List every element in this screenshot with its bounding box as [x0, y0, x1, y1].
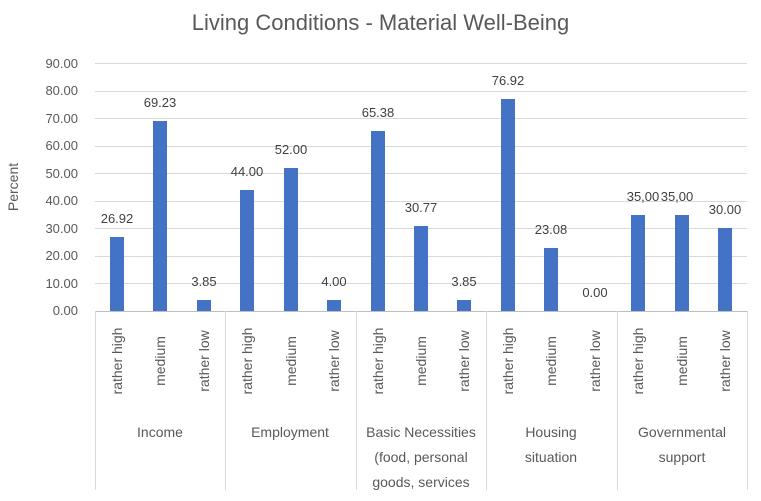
category-separator — [356, 311, 357, 490]
subcategory-label: rather high — [370, 327, 386, 395]
bar-employment-rather-low — [327, 300, 341, 311]
bar-housing-medium — [544, 248, 558, 311]
category-label: Housing situation — [524, 424, 578, 465]
y-tick-label: 70.00 — [45, 110, 78, 126]
subcategory-label: rather high — [630, 327, 646, 395]
bar-income-rather-high — [110, 237, 124, 311]
bar-value-label: 3.85 — [191, 274, 217, 289]
bar-value-label: 44.00 — [230, 164, 264, 179]
subcategory-label: medium — [543, 336, 559, 386]
bar-governmental-medium — [675, 215, 689, 311]
y-tick-label: 50.00 — [45, 165, 78, 181]
category-separator — [95, 311, 96, 490]
y-tick-label: 20.00 — [45, 248, 78, 263]
bar-value-label: 52.00 — [274, 142, 308, 157]
subcategory-label: rather low — [326, 330, 342, 392]
bar-value-label: 0.00 — [582, 285, 608, 300]
y-tick-label: 40.00 — [45, 193, 78, 208]
bar-value-label: 3.85 — [451, 274, 477, 289]
bar-employment-rather-high — [240, 190, 254, 311]
category-label: Employment — [251, 424, 329, 440]
bar-value-label: 30.00 — [708, 202, 742, 217]
gridline — [95, 173, 747, 174]
bar-value-label: 35,00 — [626, 189, 660, 204]
chart-title: Living Conditions - Material Well-Being — [191, 10, 570, 35]
bar-value-label: 35,00 — [660, 189, 694, 204]
subcategory-label: medium — [152, 336, 168, 386]
y-tick-label: 10.00 — [45, 275, 78, 291]
subcategory-label: rather high — [239, 327, 255, 395]
y-tick-label: 30.00 — [45, 220, 78, 236]
category-label: Basic Necessities (food, personal goods,… — [366, 424, 476, 490]
bar-housing-rather-high — [501, 99, 515, 311]
subcategory-label: rather high — [500, 327, 516, 395]
category-label: Income — [137, 424, 183, 440]
subcategory-label: rather high — [109, 327, 125, 395]
bar-value-label: 65.38 — [361, 105, 395, 120]
y-tick-label: 90.00 — [45, 55, 78, 71]
subcategory-label: rather low — [717, 330, 733, 392]
category-separator — [225, 311, 226, 490]
gridline — [95, 145, 747, 147]
gridline — [95, 90, 747, 92]
subcategory-label: rather low — [456, 330, 472, 392]
subcategory-label: medium — [674, 336, 690, 386]
bar-value-label: 30.77 — [404, 200, 438, 215]
subcategory-label: rather low — [587, 330, 603, 392]
bar-income-rather-low — [197, 300, 211, 311]
y-axis-title: Percent — [5, 162, 21, 212]
gridline — [95, 200, 747, 202]
bar-basic-necessities-rather-high — [371, 131, 385, 311]
subcategory-label: medium — [413, 336, 429, 386]
x-axis-line — [95, 310, 747, 312]
gridline — [95, 118, 747, 119]
category-separator — [617, 311, 618, 490]
bar-value-label: 4.00 — [321, 274, 347, 289]
y-tick-label: 80.00 — [45, 83, 78, 98]
category-label: Governmental support — [638, 424, 726, 465]
bar-value-label: 76.92 — [491, 73, 525, 88]
subcategory-label: medium — [283, 336, 299, 386]
subcategory-label: rather low — [196, 330, 212, 392]
bar-employment-medium — [284, 168, 298, 311]
bar-basic-necessities-medium — [414, 226, 428, 311]
bar-income-medium — [153, 121, 167, 311]
bar-value-label: 23.08 — [534, 222, 568, 237]
bar-value-label: 69.23 — [143, 95, 177, 110]
bar-value-label: 26.92 — [100, 211, 134, 226]
y-tick-label: 0.00 — [52, 303, 78, 318]
gridline — [95, 63, 747, 64]
y-tick-label: 60.00 — [45, 138, 78, 153]
bar-governmental-rather-low — [718, 228, 732, 311]
bar-basic-necessities-rather-low — [457, 300, 471, 311]
bar-governmental-rather-high — [631, 215, 645, 311]
category-separator — [486, 311, 487, 490]
category-separator — [747, 311, 748, 490]
